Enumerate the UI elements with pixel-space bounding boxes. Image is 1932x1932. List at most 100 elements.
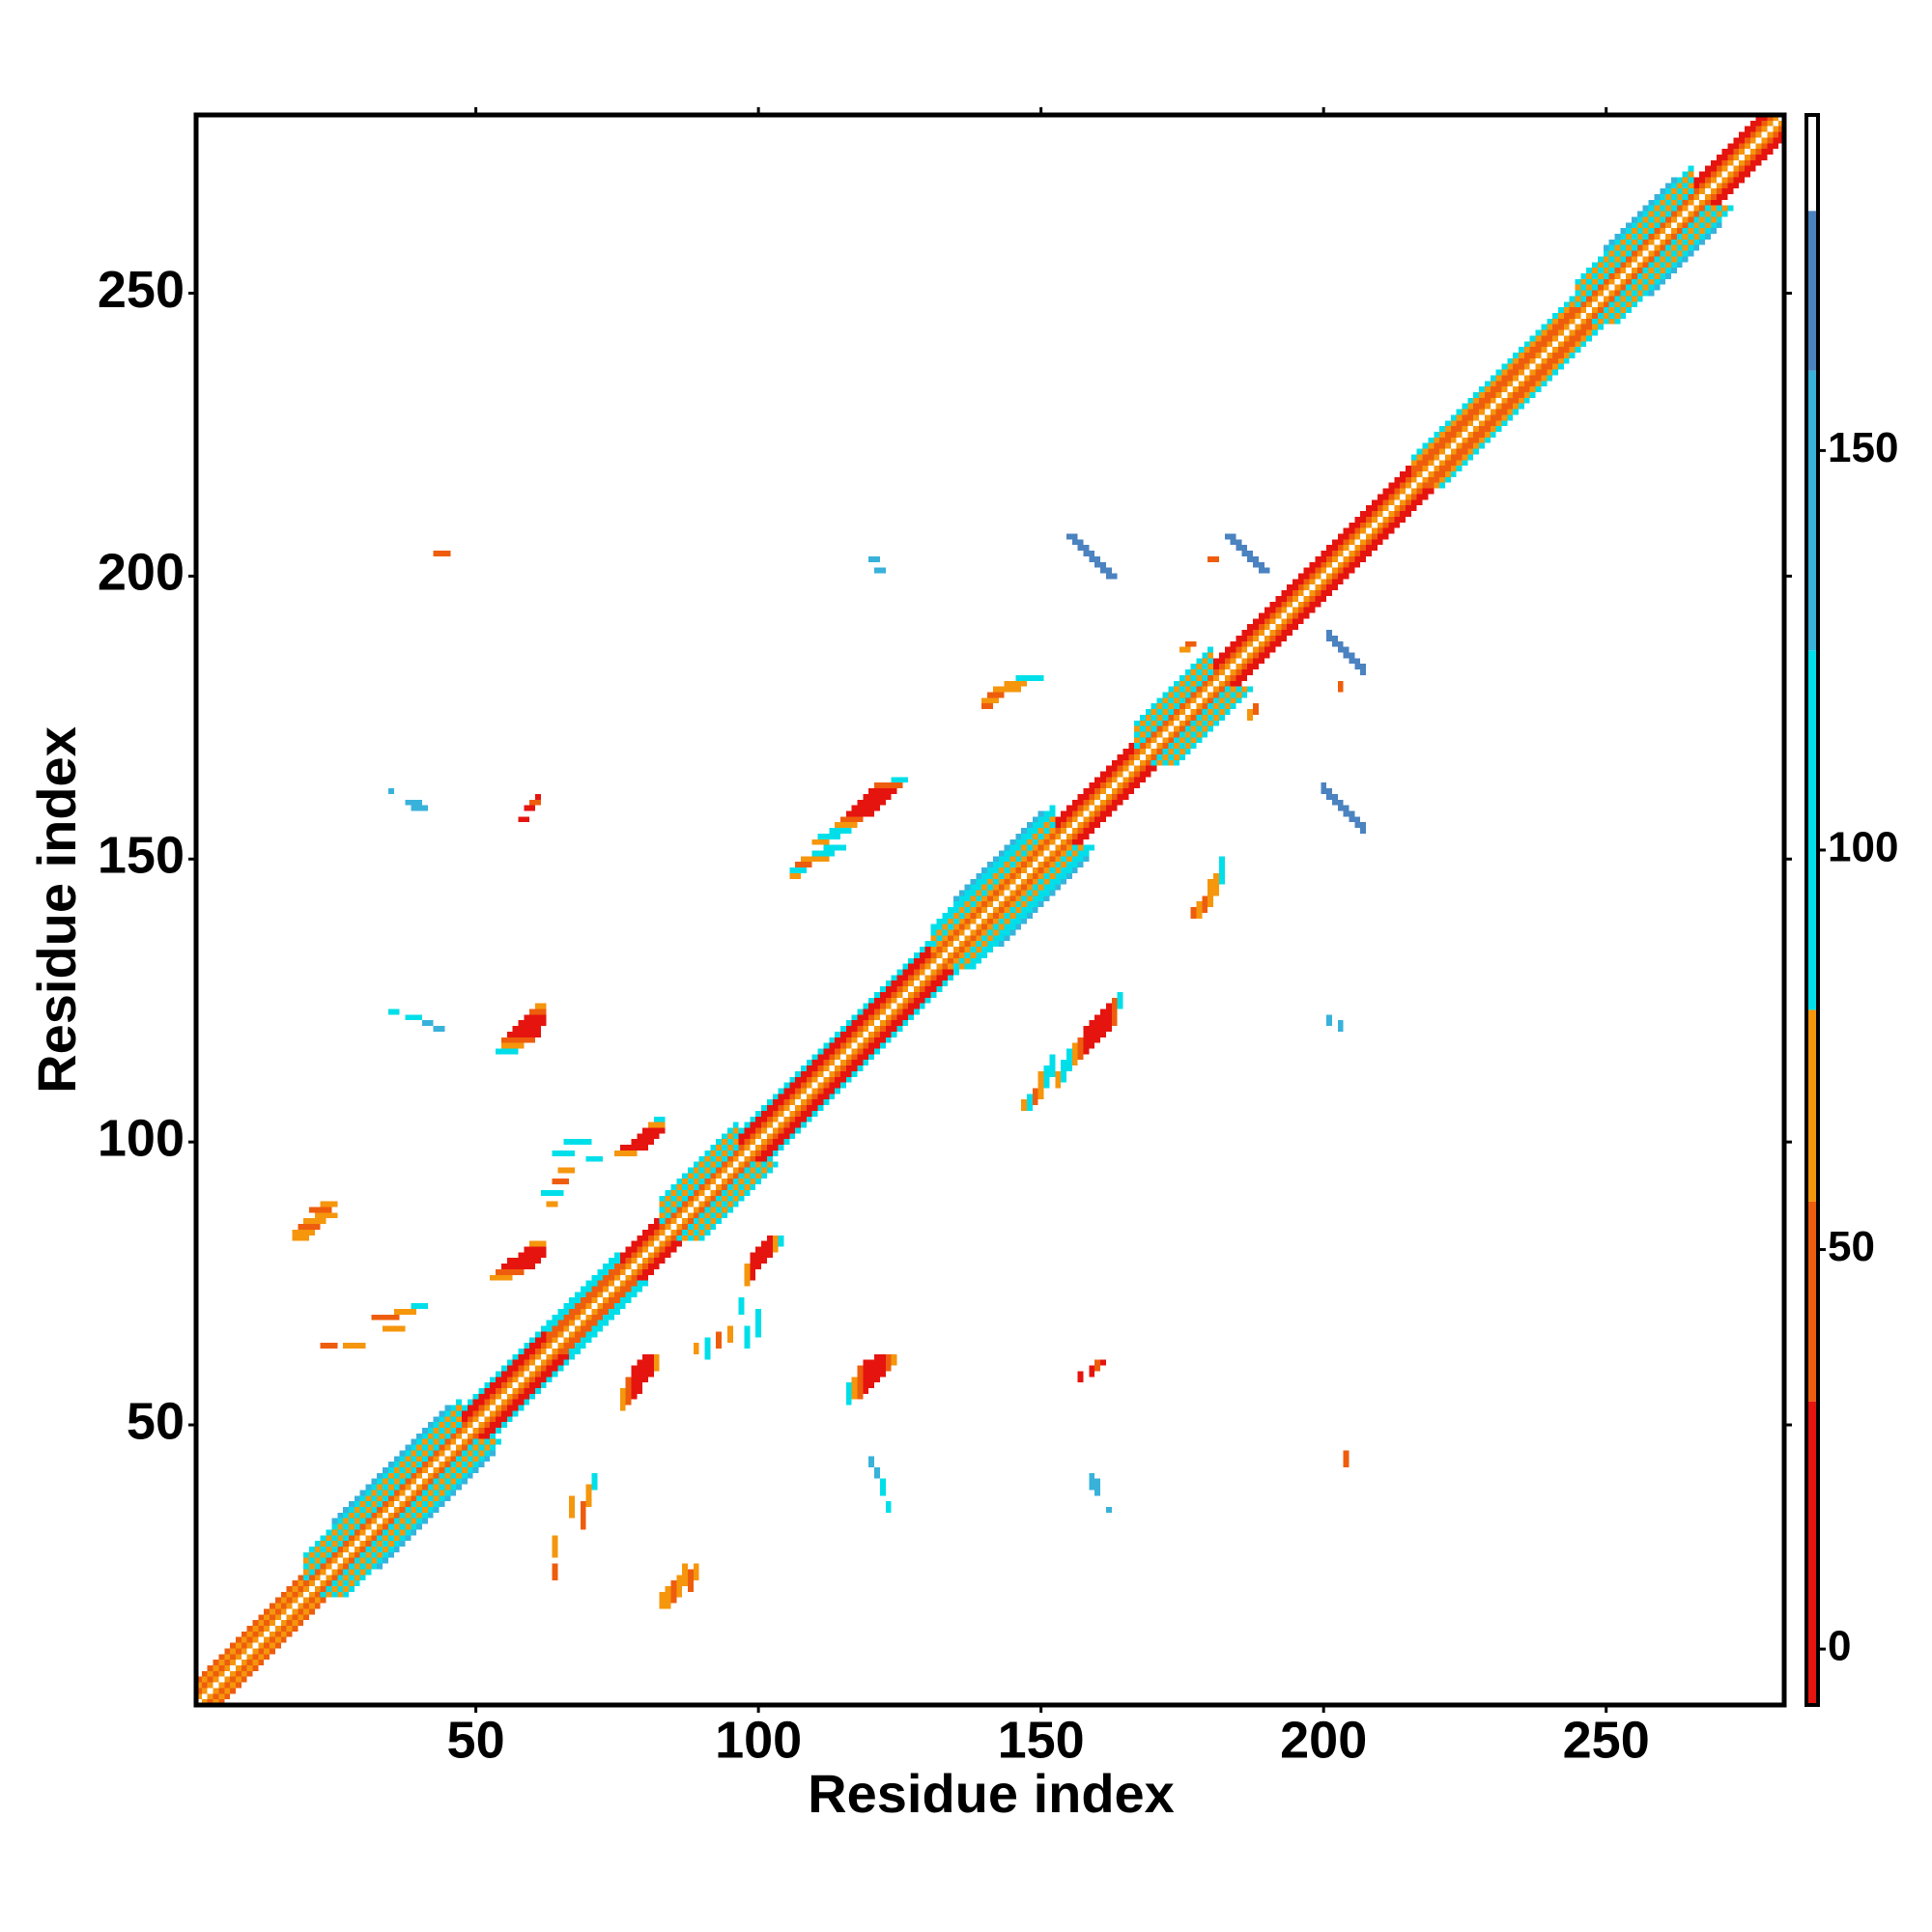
contact-run (811, 850, 836, 857)
contact-run-mirror (1337, 799, 1344, 811)
contact-run (518, 816, 530, 823)
colorbar-tick-label: 150 (1828, 424, 1898, 471)
colorbar-bin (1806, 1009, 1818, 1202)
contact-run-mirror (619, 1387, 626, 1411)
contact-run (405, 799, 423, 806)
contact-run-mirror (1037, 1070, 1044, 1100)
y-tick-label: 200 (98, 544, 185, 602)
contact-run-mirror (1077, 1037, 1084, 1061)
contact-run-mirror (1337, 680, 1344, 693)
contact-run (981, 697, 999, 704)
contact-run (829, 828, 852, 834)
y-tick-label: 150 (98, 827, 185, 885)
contact-run (868, 555, 880, 562)
colorbar-tick-label: 0 (1828, 1623, 1851, 1670)
contact-run-mirror (1077, 1371, 1084, 1383)
contact-run-mirror (755, 1308, 762, 1338)
contact-run (314, 1212, 338, 1219)
contact-run-mirror (879, 1478, 886, 1496)
diagonal-band-mirror (1603, 205, 1722, 325)
diagonal-band (1575, 177, 1694, 297)
contact-run-mirror (1331, 635, 1338, 647)
diagonal-band (1410, 296, 1576, 461)
y-tick-label: 100 (98, 1109, 185, 1167)
contact-run-mirror (1354, 658, 1361, 670)
contact-run (433, 1026, 445, 1032)
diagonal-band-mirror (1428, 324, 1593, 489)
contact-run-mirror (1349, 810, 1355, 823)
contact-run-mirror (1337, 1020, 1344, 1032)
contact-run (563, 1139, 592, 1146)
diagonal-band-mirror (569, 1280, 643, 1354)
contact-run-mirror (569, 1495, 575, 1519)
contact-run-mirror (1089, 1365, 1095, 1378)
contact-run-mirror (716, 1331, 723, 1349)
contact-run-mirror (1326, 788, 1332, 800)
contact-run-mirror (874, 1353, 880, 1383)
contact-run (653, 1116, 666, 1122)
contact-run (1094, 561, 1106, 568)
diagonal-band-mirror (490, 1353, 575, 1439)
diagonal-band (1410, 307, 1576, 472)
diagonal-band (1693, 115, 1762, 184)
contact-run (320, 1343, 338, 1349)
diagonal-band (659, 1127, 739, 1208)
contact-run (535, 1003, 547, 1009)
contact-run-mirror (704, 1337, 711, 1360)
colorbar-bin (1806, 211, 1818, 371)
contact-run (411, 805, 428, 811)
contact-run (874, 567, 886, 574)
contact-run-mirror (580, 1501, 586, 1530)
contact-run (552, 1150, 575, 1156)
diagonal-band (619, 1218, 660, 1259)
diagonal-band (1134, 652, 1214, 732)
contact-run (1258, 567, 1270, 574)
diagonal-band (1603, 177, 1677, 251)
contact-run-mirror (1100, 1009, 1106, 1037)
contact-run-mirror (676, 1575, 683, 1598)
contact-run (524, 1014, 547, 1021)
diagonal-band-mirror (948, 844, 1072, 970)
contact-run (490, 1274, 513, 1281)
contact-run-mirror (726, 1325, 733, 1344)
contact-run (529, 799, 541, 806)
diagonal-band (930, 816, 1056, 942)
contact-run (496, 1268, 525, 1275)
contact-run-mirror (1061, 1060, 1066, 1083)
diagonal-band-mirror (1614, 205, 1734, 325)
contact-run-mirror (868, 1456, 875, 1467)
contact-run (422, 1020, 434, 1027)
contact-run (891, 777, 909, 783)
diagonal-band-mirror (574, 1280, 649, 1354)
diagonal-band (1575, 171, 1694, 291)
diagonal-band (952, 810, 1044, 902)
contact-run-mirror (891, 1353, 897, 1366)
contact-run (1077, 545, 1090, 552)
contact-run (789, 872, 802, 879)
contact-run (546, 1201, 558, 1208)
contact-run (433, 551, 451, 556)
contact-run (817, 833, 840, 839)
contact-run (992, 686, 1022, 693)
contact-run-mirror (585, 1484, 592, 1507)
contact-run-mirror (1360, 664, 1367, 675)
contact-run-mirror (1326, 1014, 1332, 1027)
diagonal-band (1575, 188, 1694, 308)
contact-run-mirror (863, 1359, 869, 1394)
contact-run-mirror (1032, 1088, 1038, 1106)
colorbar-tick-label: 50 (1828, 1223, 1875, 1270)
contact-run-mirror (755, 1246, 762, 1269)
x-tick-label: 200 (1280, 1711, 1367, 1769)
contact-run-mirror (1349, 652, 1355, 665)
contact-run (1241, 551, 1254, 556)
contact-run (292, 1235, 310, 1241)
contact-run-mirror (1331, 793, 1338, 806)
contact-run (496, 1048, 519, 1055)
contact-run (1065, 533, 1078, 540)
contact-run (387, 1009, 400, 1015)
diagonal-band (1213, 471, 1411, 670)
diagonal-band-mirror (213, 1597, 321, 1705)
contact-run-mirror (744, 1325, 751, 1349)
contact-run (320, 1201, 338, 1208)
contact-run-mirror (1247, 709, 1254, 721)
